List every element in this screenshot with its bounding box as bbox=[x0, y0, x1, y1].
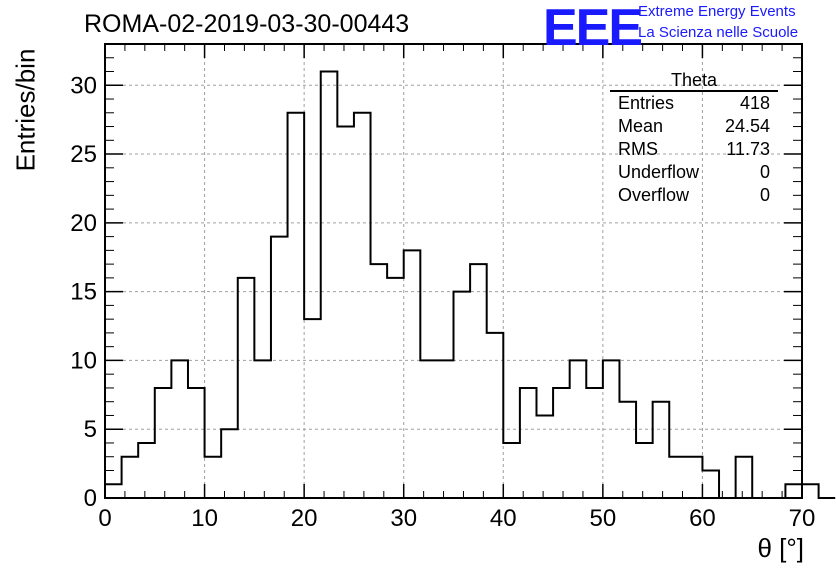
x-tick-label: 30 bbox=[390, 505, 417, 532]
histogram-outline bbox=[104, 70, 836, 499]
histogram-bin bbox=[171, 360, 188, 498]
logo-caption-line2: La Scienza nelle Scuole bbox=[638, 24, 799, 41]
logo-caption-line1: Extreme Energy Events bbox=[638, 3, 796, 20]
histogram-bin bbox=[669, 457, 686, 498]
axis-ticks bbox=[104, 43, 803, 499]
stats-key: RMS bbox=[618, 139, 658, 159]
x-tick-label: 10 bbox=[191, 505, 218, 532]
histogram-bin bbox=[785, 484, 802, 498]
histogram-bin bbox=[536, 415, 553, 498]
stats-row-overflow: Overflow 0 bbox=[610, 184, 778, 207]
histogram-bin bbox=[736, 457, 753, 498]
histogram-bin bbox=[686, 457, 703, 498]
histogram-bin bbox=[586, 388, 603, 498]
histogram-bin bbox=[454, 292, 471, 498]
x-tick-label: 60 bbox=[689, 505, 716, 532]
histogram-bin bbox=[188, 388, 205, 498]
histogram-bin bbox=[802, 484, 819, 498]
stats-value: 11.73 bbox=[726, 139, 770, 159]
histogram-bin bbox=[470, 264, 487, 498]
y-axis-label: Entries/bin bbox=[10, 48, 41, 172]
histogram-bin bbox=[553, 388, 570, 498]
x-tick-label: 0 bbox=[98, 505, 111, 532]
y-tick-label: 5 bbox=[84, 416, 97, 443]
histogram-bin bbox=[520, 388, 537, 498]
run-title: ROMA-02-2019-03-30-00443 bbox=[84, 10, 410, 38]
histogram-bin bbox=[404, 250, 421, 498]
histogram-bin bbox=[371, 264, 388, 498]
stats-row-rms: RMS 11.73 bbox=[610, 138, 778, 161]
y-tick-label: 25 bbox=[70, 141, 97, 168]
histogram-bin bbox=[437, 360, 454, 498]
y-tick-label: 0 bbox=[84, 485, 97, 512]
stats-row-entries: Entries 418 bbox=[610, 92, 778, 115]
histogram-bin bbox=[503, 443, 520, 498]
histogram-bin bbox=[619, 402, 636, 498]
histogram-bin bbox=[487, 333, 504, 498]
histogram-bin bbox=[105, 484, 122, 498]
histogram-bin bbox=[321, 72, 338, 498]
histogram-bin bbox=[304, 319, 321, 498]
y-tick-label: 10 bbox=[70, 347, 97, 374]
histogram-bin bbox=[354, 113, 371, 498]
histogram-bin bbox=[155, 388, 172, 498]
histogram-bin bbox=[337, 127, 354, 498]
stats-row-mean: Mean 24.54 bbox=[610, 115, 778, 138]
histogram-bin bbox=[271, 237, 288, 498]
plot-frame bbox=[104, 43, 803, 499]
histogram-series bbox=[104, 70, 836, 499]
x-tick-label: 70 bbox=[789, 505, 816, 532]
y-tick-label: 30 bbox=[70, 72, 97, 99]
y-tick-label: 20 bbox=[70, 210, 97, 237]
histogram-bin bbox=[570, 360, 587, 498]
x-tick-label: 20 bbox=[291, 505, 318, 532]
eee-logo: EEE bbox=[543, 0, 643, 57]
histogram-bin bbox=[636, 443, 653, 498]
stats-value: 0 bbox=[759, 185, 770, 205]
stats-value: 24.54 bbox=[724, 116, 770, 136]
histogram-bin bbox=[205, 457, 222, 498]
tick-labels: 0 10 20 30 40 50 60 70 0 5 10 15 20 25 30 bbox=[70, 72, 815, 532]
x-axis-label: θ [°] bbox=[757, 533, 804, 563]
histogram-bin bbox=[122, 457, 139, 498]
histogram-bin bbox=[254, 360, 271, 498]
histogram-bin bbox=[138, 443, 155, 498]
stats-key: Entries bbox=[618, 93, 675, 113]
histogram-bin bbox=[238, 278, 255, 498]
stats-key: Overflow bbox=[618, 185, 690, 205]
stats-key: Mean bbox=[618, 116, 664, 136]
histogram-bin bbox=[387, 278, 404, 498]
x-tick-label: 40 bbox=[490, 505, 517, 532]
histogram-bin bbox=[702, 470, 719, 498]
y-tick-label: 15 bbox=[70, 279, 97, 306]
stats-key: Underflow bbox=[618, 162, 700, 182]
x-tick-label: 50 bbox=[590, 505, 617, 532]
stats-value: 418 bbox=[739, 93, 770, 113]
stats-value: 0 bbox=[759, 162, 770, 182]
stats-title: Theta bbox=[610, 70, 778, 92]
histogram-bin bbox=[221, 429, 238, 498]
histogram-bin bbox=[653, 402, 670, 498]
histogram-bin bbox=[288, 113, 305, 498]
histogram-bin bbox=[420, 360, 437, 498]
stats-box: Theta Entries 418 Mean 24.54 RMS 11.73 U… bbox=[610, 70, 778, 207]
histogram-bin bbox=[603, 360, 620, 498]
stats-row-underflow: Underflow 0 bbox=[610, 161, 778, 184]
